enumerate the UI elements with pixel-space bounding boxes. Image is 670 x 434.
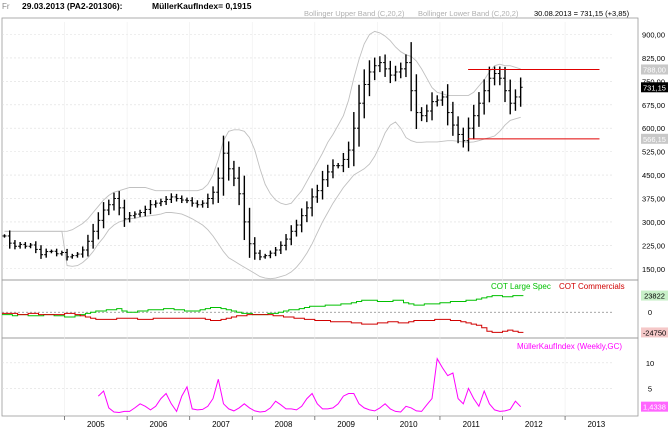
axis-layer: 150,00 225,00 300,00 375,00 450,00 525,00 600,… [64, 30, 668, 429]
price-y-tick-label: 450,00 [642, 171, 665, 180]
price-bars-layer [2, 42, 523, 261]
year-tick-label: 2006 [150, 420, 168, 429]
range-lines-layer [468, 68, 600, 140]
price-y-tick-label: 900,00 [642, 30, 665, 39]
price-y-tick-label: 150,00 [642, 265, 665, 274]
cot-value-box [641, 327, 668, 338]
year-tick-label: 2012 [525, 420, 543, 429]
last-price-value-label: 731,15 [643, 83, 666, 92]
upper-band-value-label: 788,00 [643, 65, 666, 74]
muller-index-line [97, 357, 522, 414]
cot-commercials-line [2, 312, 524, 333]
year-tick-label: 2008 [275, 420, 293, 429]
bollinger-upper-label: Bollinger Upper Band (C,20,2) [304, 9, 405, 18]
header-indicator: MüllerKaufIndex= 0,1915 [152, 1, 252, 11]
year-tick-label: 2009 [337, 420, 355, 429]
header-instrument: 29.03.2013 (PA2-201306): [22, 1, 123, 11]
price-y-tick-label: 825,00 [642, 54, 665, 63]
muller-index-legend: MüllerKaufIndex (Weekly,GC) [517, 342, 622, 351]
year-tick-label: 2011 [463, 420, 481, 429]
bollinger-lower-label: Bollinger Lower Band (C,20,2) [418, 9, 519, 18]
index-value-label: 1,4338 [643, 403, 666, 412]
cot-layer [2, 295, 612, 333]
year-tick-label: 2013 [587, 420, 605, 429]
lower-band-value-label: 566,15 [643, 135, 666, 144]
bollinger-upper-band [4, 30, 521, 232]
cot-zero-label: 0 [648, 308, 652, 317]
bollinger-layer [4, 30, 521, 280]
price-y-tick-label: 375,00 [642, 194, 665, 203]
index-value-box [641, 401, 668, 412]
price-y-tick-label: 750,00 [642, 77, 665, 86]
last-price-value-label-box [641, 82, 668, 93]
cot-large-spec-line [2, 295, 524, 318]
year-tick-label: 2007 [212, 420, 230, 429]
cot-value-box [641, 290, 668, 301]
index-y-tick-label: 5 [648, 384, 652, 393]
price-y-tick-label: 675,00 [642, 101, 665, 110]
price-y-tick-label: 225,00 [642, 241, 665, 250]
index-y-tick-label: 10 [646, 359, 654, 368]
last-quote-label: 30.08.2013 = 731,15 (+3,85) [534, 9, 630, 18]
price-panel-frame [1, 17, 639, 281]
price-y-tick-label: 300,00 [642, 218, 665, 227]
upper-band-value-label-box [641, 64, 668, 75]
price-y-tick-label: 600,00 [642, 124, 665, 133]
index-layer [97, 357, 522, 414]
index-panel-frame [1, 337, 639, 417]
cot-value-label: -24750 [643, 328, 666, 337]
cot-commercials-legend: COT Commercials [559, 282, 625, 291]
bollinger-lower-band [4, 116, 521, 280]
year-tick-label: 2005 [87, 420, 105, 429]
header-prefix: Fr [2, 2, 10, 11]
price-y-tick-label: 525,00 [642, 148, 665, 157]
cot-value-label: 23822 [644, 292, 665, 301]
cot-large-spec-legend: COT Large Spec [491, 282, 551, 291]
lower-band-value-label-box [641, 133, 668, 144]
year-tick-label: 2010 [400, 420, 418, 429]
